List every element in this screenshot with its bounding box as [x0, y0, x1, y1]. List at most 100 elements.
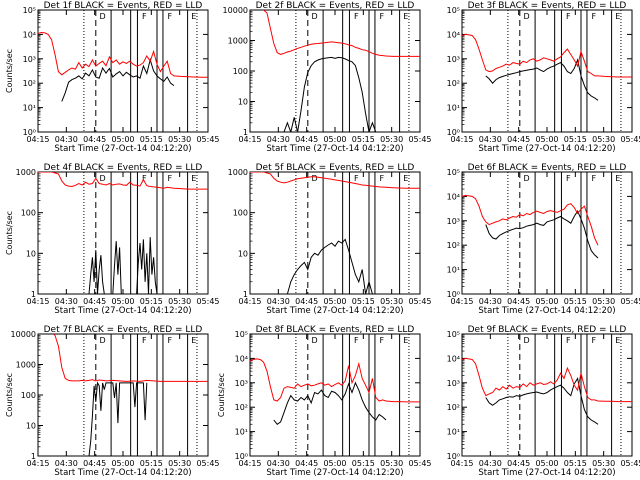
y-tick-label: 100	[233, 67, 248, 76]
x-tick-label: 05:45	[408, 459, 431, 468]
annotation-label: F	[354, 12, 359, 21]
y-tick-label: 100	[233, 209, 248, 218]
y-tick-label: 10000	[223, 6, 248, 15]
y-tick-label: 10	[26, 422, 36, 431]
x-axis-label: Start Time (27-Oct-14 04:12:20)	[54, 144, 191, 154]
x-tick-label: 05:45	[196, 459, 219, 468]
y-tick-label: 10³	[447, 217, 460, 226]
y-tick-label: 10⁵	[235, 330, 248, 339]
panel-title: Det 9f BLACK = Events, RED = LLD	[468, 325, 627, 335]
y-tick-label: 100	[21, 209, 36, 218]
annotation-label: F	[354, 174, 359, 183]
y-tick-label: 10¹	[23, 104, 36, 113]
y-tick-label: 10²	[447, 403, 460, 412]
y-tick-label: 10⁴	[447, 192, 460, 201]
y-tick-label: 10¹	[235, 428, 248, 437]
panel-title: Det 7f BLACK = Events, RED = LLD	[44, 325, 203, 335]
annotation-label: F	[566, 336, 571, 345]
annotation-label: E	[615, 12, 620, 21]
x-axis-label: Start Time (27-Oct-14 04:12:20)	[266, 468, 403, 478]
annotation-label: D	[524, 174, 530, 183]
annotation-label: F	[566, 174, 571, 183]
x-tick-label: 05:15	[564, 459, 587, 468]
series-line-events	[88, 237, 158, 294]
y-tick-label: 1	[31, 290, 36, 299]
x-tick-label: 05:30	[168, 459, 191, 468]
x-tick-label: 04:45	[295, 135, 318, 144]
y-tick-label: 10¹	[447, 266, 460, 275]
annotation-label: E	[403, 336, 408, 345]
plot-frame	[37, 171, 209, 295]
series-line-lld	[38, 172, 208, 190]
series-line-lld	[250, 358, 420, 403]
x-tick-label: 04:15	[26, 135, 49, 144]
x-tick-label: 04:30	[479, 459, 502, 468]
y-axis-label: Counts/sec	[5, 373, 14, 417]
x-tick-label: 04:15	[26, 297, 49, 306]
x-tick-label: 04:15	[238, 135, 261, 144]
y-tick-label: 10⁴	[447, 354, 460, 363]
x-tick-label: 04:30	[479, 135, 502, 144]
annotation-label: D	[312, 12, 318, 21]
x-tick-label: 04:45	[83, 297, 106, 306]
annotation-label: F	[380, 12, 385, 21]
y-tick-label: 10000	[11, 330, 36, 339]
annotation-label: E	[615, 174, 620, 183]
x-tick-label: 05:15	[352, 135, 375, 144]
x-tick-label: 04:30	[55, 297, 78, 306]
y-tick-label: 10⁵	[447, 330, 460, 339]
x-tick-label: 04:45	[507, 459, 530, 468]
annotation-label: E	[403, 12, 408, 21]
series-line-lld	[462, 357, 632, 403]
x-tick-label: 04:45	[295, 297, 318, 306]
x-tick-label: 05:15	[140, 135, 163, 144]
x-axis-label: Start Time (27-Oct-14 04:12:20)	[54, 468, 191, 478]
y-tick-label: 1000	[16, 361, 36, 370]
annotation-label: E	[191, 174, 196, 183]
x-axis-label: Start Time (27-Oct-14 04:12:20)	[266, 144, 403, 154]
series-line-lld	[52, 334, 208, 382]
x-tick-label: 04:15	[238, 297, 261, 306]
x-tick-label: 05:00	[323, 459, 346, 468]
x-tick-label: 05:00	[111, 297, 134, 306]
x-tick-label: 05:00	[535, 297, 558, 306]
plot-frame	[461, 171, 633, 295]
annotation-label: E	[615, 336, 620, 345]
annotation-label: D	[312, 174, 318, 183]
x-tick-label: 05:15	[352, 297, 375, 306]
y-tick-label: 10⁰	[235, 452, 248, 461]
panel-title: Det 5f BLACK = Events, RED = LLD	[256, 163, 415, 173]
x-tick-label: 05:45	[620, 135, 640, 144]
y-tick-label: 10⁴	[447, 30, 460, 39]
panel-title: Det 4f BLACK = Events, RED = LLD	[44, 163, 203, 173]
x-tick-label: 05:30	[168, 297, 191, 306]
x-tick-label: 05:30	[380, 297, 403, 306]
panel-title: Det 3f BLACK = Events, RED = LLD	[468, 1, 627, 11]
annotation-label: F	[168, 336, 173, 345]
panel-title: Det 1f BLACK = Events, RED = LLD	[44, 1, 203, 11]
x-axis-label: Start Time (27-Oct-14 04:12:20)	[478, 306, 615, 316]
x-axis-label: Start Time (27-Oct-14 04:12:20)	[478, 468, 615, 478]
annotation-label: F	[592, 336, 597, 345]
series-line-lld	[462, 194, 599, 246]
y-tick-label: 10³	[23, 55, 36, 64]
annotation-label: F	[592, 12, 597, 21]
x-axis-label: Start Time (27-Oct-14 04:12:20)	[54, 306, 191, 316]
x-tick-label: 05:15	[352, 459, 375, 468]
y-tick-label: 10⁵	[447, 168, 460, 177]
x-tick-label: 05:00	[323, 135, 346, 144]
y-tick-label: 10	[238, 249, 248, 258]
x-tick-label: 04:15	[450, 459, 473, 468]
y-tick-label: 10⁵	[23, 6, 36, 15]
x-tick-label: 04:45	[295, 459, 318, 468]
series-line-events	[485, 210, 599, 259]
y-tick-label: 10⁵	[447, 6, 460, 15]
annotation-label: D	[100, 12, 106, 21]
x-tick-label: 05:00	[535, 459, 558, 468]
y-tick-label: 10	[238, 98, 248, 107]
